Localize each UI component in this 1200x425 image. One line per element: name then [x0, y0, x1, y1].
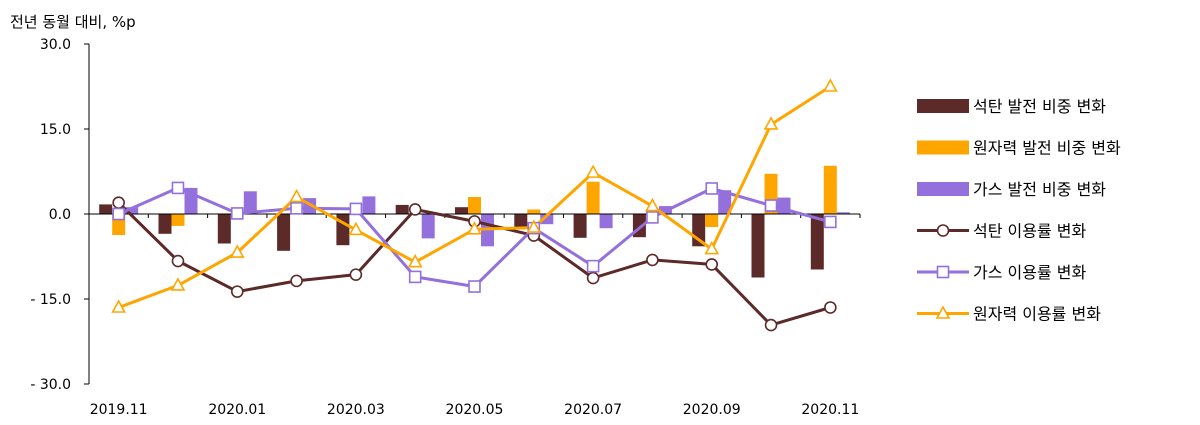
- bar-series0-11: [751, 214, 765, 278]
- x-tick-label-12: 2020.11: [801, 402, 859, 418]
- marker-series0-10: [705, 258, 719, 271]
- bar-series1-1: [171, 214, 185, 226]
- y-tick-label-2: 0.0: [49, 207, 71, 223]
- legend-item-5: 원자력 이용률 변화: [917, 305, 1101, 324]
- legend-label-3: 석탄 이용률 변화: [973, 222, 1086, 241]
- legend-item-0: 석탄 발전 비중 변화: [917, 97, 1106, 116]
- marker-series0-8: [586, 271, 600, 285]
- bar-series0-8: [573, 214, 587, 238]
- marker-series1-4: [349, 202, 363, 216]
- x-tick-label-6: 2020.05: [446, 402, 504, 418]
- bar-series2-2: [243, 191, 257, 214]
- marker-series1-12: [824, 215, 837, 229]
- marker-series2-7: [526, 219, 542, 233]
- y-tick-label-3: - 15.0: [30, 292, 71, 308]
- bar-series0-6: [455, 207, 468, 214]
- lines-layer: [111, 78, 838, 332]
- marker-series2-6: [467, 221, 482, 235]
- bar-series0-0: [99, 204, 113, 214]
- y-tick-label-1: 15.0: [40, 122, 71, 138]
- marker-series2-5: [407, 253, 423, 268]
- bar-series2-4: [362, 196, 376, 214]
- marker-series1-6: [468, 280, 481, 293]
- legend-marker-3: [936, 224, 950, 237]
- marker-series1-3: [290, 202, 303, 215]
- bar-series2-12: [836, 212, 850, 214]
- legend-marker-4: [936, 265, 950, 279]
- bar-series0-3: [277, 214, 291, 251]
- x-tick-label-4: 2020.03: [327, 402, 385, 418]
- bar-series0-1: [158, 214, 172, 234]
- marker-series0-0: [112, 196, 125, 209]
- marker-series1-5: [408, 270, 422, 284]
- bar-series0-2: [217, 214, 231, 244]
- marker-series0-3: [290, 274, 303, 288]
- marker-series1-9: [646, 211, 659, 224]
- bar-series1-7: [527, 209, 541, 214]
- legend-label-5: 원자력 이용률 변화: [973, 305, 1101, 324]
- x-tick-label-2: 2020.01: [208, 402, 266, 418]
- marker-series0-12: [824, 301, 837, 314]
- marker-series2-10: [704, 240, 720, 255]
- y-tick-label-0: 30.0: [40, 37, 71, 53]
- marker-series0-9: [646, 253, 659, 267]
- marker-series0-1: [171, 254, 185, 268]
- marker-series1-11: [764, 199, 778, 212]
- marker-series2-11: [763, 116, 779, 130]
- x-tick-label-10: 2020.09: [683, 402, 741, 418]
- legend-label-2: 가스 발전 비중 변화: [973, 180, 1106, 199]
- legend-item-2: 가스 발전 비중 변화: [917, 180, 1106, 199]
- axes-layer: 30.0 15.0 0.0 - 15.0 - 30.0 2019.11 2020.01 202…: [30, 37, 861, 418]
- legend-swatch-2: [917, 182, 969, 196]
- bar-series1-10: [705, 214, 719, 227]
- marker-series2-1: [170, 277, 186, 291]
- marker-series2-3: [289, 188, 304, 203]
- marker-series1-2: [230, 207, 244, 220]
- bar-series0-5: [395, 204, 409, 214]
- bar-series1-12: [823, 165, 837, 214]
- marker-series1-1: [171, 181, 185, 195]
- marker-series2-2: [229, 244, 245, 258]
- legend-label-4: 가스 이용률 변화: [973, 263, 1086, 282]
- marker-series2-4: [348, 221, 364, 236]
- x-tick-label-8: 2020.07: [564, 402, 622, 418]
- legend-swatch-0: [917, 99, 969, 113]
- bar-series2-8: [599, 214, 613, 229]
- bar-series1-6: [468, 197, 481, 214]
- legend-item-4: 가스 이용률 변화: [917, 263, 1086, 282]
- marker-series0-4: [349, 268, 363, 281]
- legend-label-1: 원자력 발전 비중 변화: [973, 139, 1121, 158]
- legend-marker-5: [935, 305, 951, 319]
- marker-series2-0: [111, 299, 127, 313]
- legend-item-3: 석탄 이용률 변화: [917, 222, 1086, 241]
- marker-series0-11: [764, 318, 778, 332]
- legend-item-1: 원자력 발전 비중 변화: [917, 139, 1121, 158]
- bar-series0-12: [810, 214, 824, 270]
- x-tick-label-0: 2019.11: [90, 402, 148, 418]
- marker-series2-9: [645, 197, 660, 212]
- y-tick-label-4: - 30.0: [30, 377, 71, 393]
- bar-series2-0: [125, 207, 139, 214]
- bar-series1-8: [586, 181, 600, 214]
- marker-series0-2: [230, 285, 244, 298]
- bar-series2-7: [540, 214, 554, 225]
- marker-series1-0: [112, 207, 125, 221]
- bar-series2-5: [421, 214, 435, 239]
- unit-label: 전년 동월 대비, %p: [10, 13, 136, 31]
- marker-series2-12: [822, 78, 838, 92]
- bar-series0-7: [514, 214, 528, 229]
- marker-series2-8: [585, 164, 601, 178]
- marker-series1-10: [705, 182, 719, 195]
- legend-label-0: 석탄 발전 비중 변화: [973, 97, 1106, 116]
- bar-series2-10: [718, 190, 732, 214]
- marker-series0-5: [408, 203, 422, 216]
- marker-series1-8: [586, 259, 600, 273]
- legend-swatch-1: [917, 140, 969, 155]
